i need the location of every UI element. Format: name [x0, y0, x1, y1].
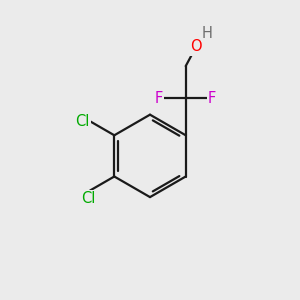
Text: H: H [202, 26, 213, 41]
Text: Cl: Cl [81, 191, 96, 206]
Text: Cl: Cl [76, 114, 90, 129]
Text: F: F [155, 91, 163, 106]
Text: F: F [208, 91, 216, 106]
Text: O: O [190, 39, 202, 54]
